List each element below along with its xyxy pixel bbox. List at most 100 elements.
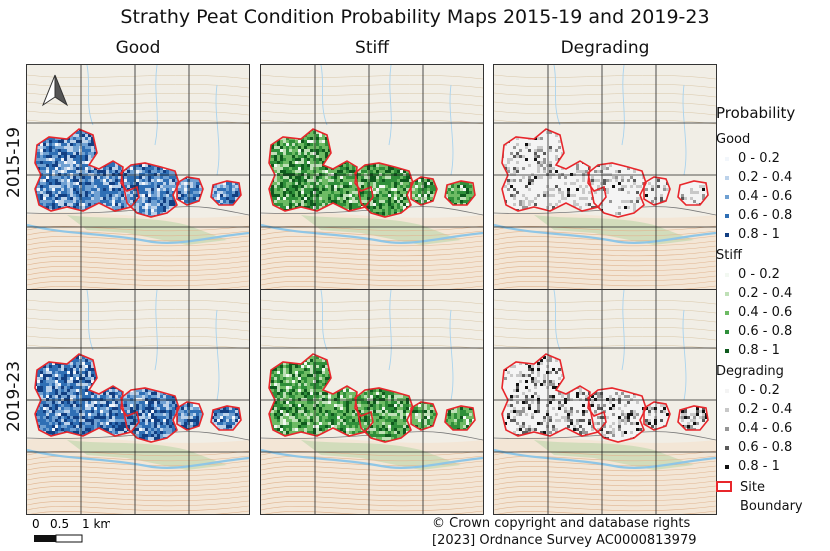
map-panel-stiff-2015-19 bbox=[260, 64, 484, 290]
legend-item: 0.4 - 0.6 bbox=[716, 303, 828, 322]
contour-line bbox=[27, 480, 249, 487]
scale-segment-dark bbox=[34, 535, 56, 542]
contour-line bbox=[261, 485, 483, 492]
contour-line bbox=[261, 490, 483, 497]
legend-swatch bbox=[725, 446, 729, 450]
stream bbox=[86, 290, 94, 351]
contour-line bbox=[264, 285, 483, 289]
column-header-good: Good bbox=[115, 38, 161, 58]
contour-line bbox=[261, 101, 483, 107]
contour-line bbox=[494, 119, 716, 125]
legend-swatch bbox=[725, 214, 729, 218]
contour-line bbox=[494, 326, 716, 332]
contour-line bbox=[264, 510, 483, 514]
legend-swatch bbox=[725, 408, 729, 412]
contour-line bbox=[27, 465, 249, 472]
contour-line bbox=[494, 308, 716, 314]
contour-line bbox=[261, 500, 483, 507]
contour-line bbox=[494, 255, 716, 262]
contour-line bbox=[494, 470, 716, 477]
scale-label-0-5: 0.5 bbox=[50, 517, 69, 531]
legend-swatch bbox=[725, 157, 729, 161]
contour-line bbox=[27, 308, 249, 314]
stream bbox=[553, 290, 561, 351]
contour-line bbox=[494, 101, 716, 107]
legend-item: 0 - 0.2 bbox=[716, 381, 828, 400]
site-boundary bbox=[34, 353, 140, 437]
contour-line bbox=[261, 465, 483, 472]
contour-line bbox=[261, 317, 483, 323]
stream bbox=[154, 290, 158, 371]
contour-line bbox=[27, 455, 249, 462]
contour-line bbox=[261, 344, 483, 350]
row-label-2015-19: 2015-19 bbox=[4, 126, 24, 198]
woodland-band bbox=[534, 440, 694, 470]
contour-line bbox=[27, 280, 249, 287]
woodland-band bbox=[67, 215, 227, 245]
contour-line bbox=[27, 505, 249, 512]
contour-line bbox=[494, 317, 716, 323]
contour-line bbox=[27, 260, 249, 267]
contour-line bbox=[494, 460, 716, 467]
legend-swatch bbox=[725, 330, 729, 334]
stream bbox=[682, 309, 687, 401]
site-boundary bbox=[210, 180, 242, 206]
contour-line bbox=[27, 495, 249, 502]
contour-line bbox=[27, 110, 249, 116]
contour-line bbox=[261, 250, 483, 257]
contour-line bbox=[494, 280, 716, 287]
contour-line bbox=[494, 335, 716, 341]
legend-item: 0.2 - 0.4 bbox=[716, 168, 828, 187]
contour-line bbox=[494, 455, 716, 462]
contour-line bbox=[494, 495, 716, 502]
stream bbox=[388, 65, 392, 146]
map-panel-stiff-2019-23 bbox=[260, 289, 484, 515]
legend-swatch bbox=[725, 233, 729, 237]
legend-item: 0.6 - 0.8 bbox=[716, 438, 828, 457]
stream bbox=[621, 65, 625, 146]
site-boundary bbox=[677, 405, 709, 431]
contour-line bbox=[494, 344, 716, 350]
contour-line bbox=[261, 475, 483, 482]
site-boundary bbox=[501, 128, 607, 212]
scale-bar-graphic: 0 0.5 1 km bbox=[32, 517, 112, 543]
contour-line bbox=[261, 270, 483, 277]
legend-item: 0.4 - 0.6 bbox=[716, 187, 828, 206]
contour-line bbox=[494, 490, 716, 497]
contour-line bbox=[261, 308, 483, 314]
contour-line bbox=[27, 460, 249, 467]
map-canvas bbox=[494, 290, 716, 514]
stream bbox=[553, 65, 561, 126]
scale-segment-light bbox=[55, 534, 83, 543]
river bbox=[261, 223, 483, 244]
contour-line bbox=[261, 455, 483, 462]
map-canvas bbox=[261, 65, 483, 289]
site-boundary bbox=[677, 180, 709, 206]
stream bbox=[215, 309, 220, 401]
legend-swatch bbox=[725, 176, 729, 180]
site-boundary-swatch bbox=[716, 481, 732, 492]
contour-line bbox=[27, 74, 249, 80]
scale-label-0: 0 bbox=[32, 517, 40, 531]
map-panel-good-2019-23 bbox=[26, 289, 250, 515]
contour-line bbox=[261, 495, 483, 502]
stream bbox=[449, 84, 454, 176]
site-boundary bbox=[120, 387, 180, 443]
woodland-band bbox=[301, 215, 461, 245]
contour-line bbox=[261, 230, 483, 237]
contour-line bbox=[27, 235, 249, 242]
site-boundary bbox=[587, 162, 647, 218]
legend-swatch bbox=[725, 292, 729, 296]
copyright-line-2: [2023] Ordnance Survey AC0000813979 bbox=[432, 533, 697, 548]
river bbox=[27, 448, 249, 469]
contour-line bbox=[494, 270, 716, 277]
contour-line bbox=[261, 460, 483, 467]
site-boundary bbox=[444, 405, 476, 431]
stream bbox=[621, 290, 625, 371]
legend-title: Probability bbox=[716, 104, 796, 122]
contour-line bbox=[494, 260, 716, 267]
legend-item: 0.8 - 1 bbox=[716, 225, 828, 244]
contour-line bbox=[494, 92, 716, 98]
north-arrow-icon bbox=[41, 74, 69, 107]
legend-item: 0.8 - 1 bbox=[716, 341, 828, 360]
